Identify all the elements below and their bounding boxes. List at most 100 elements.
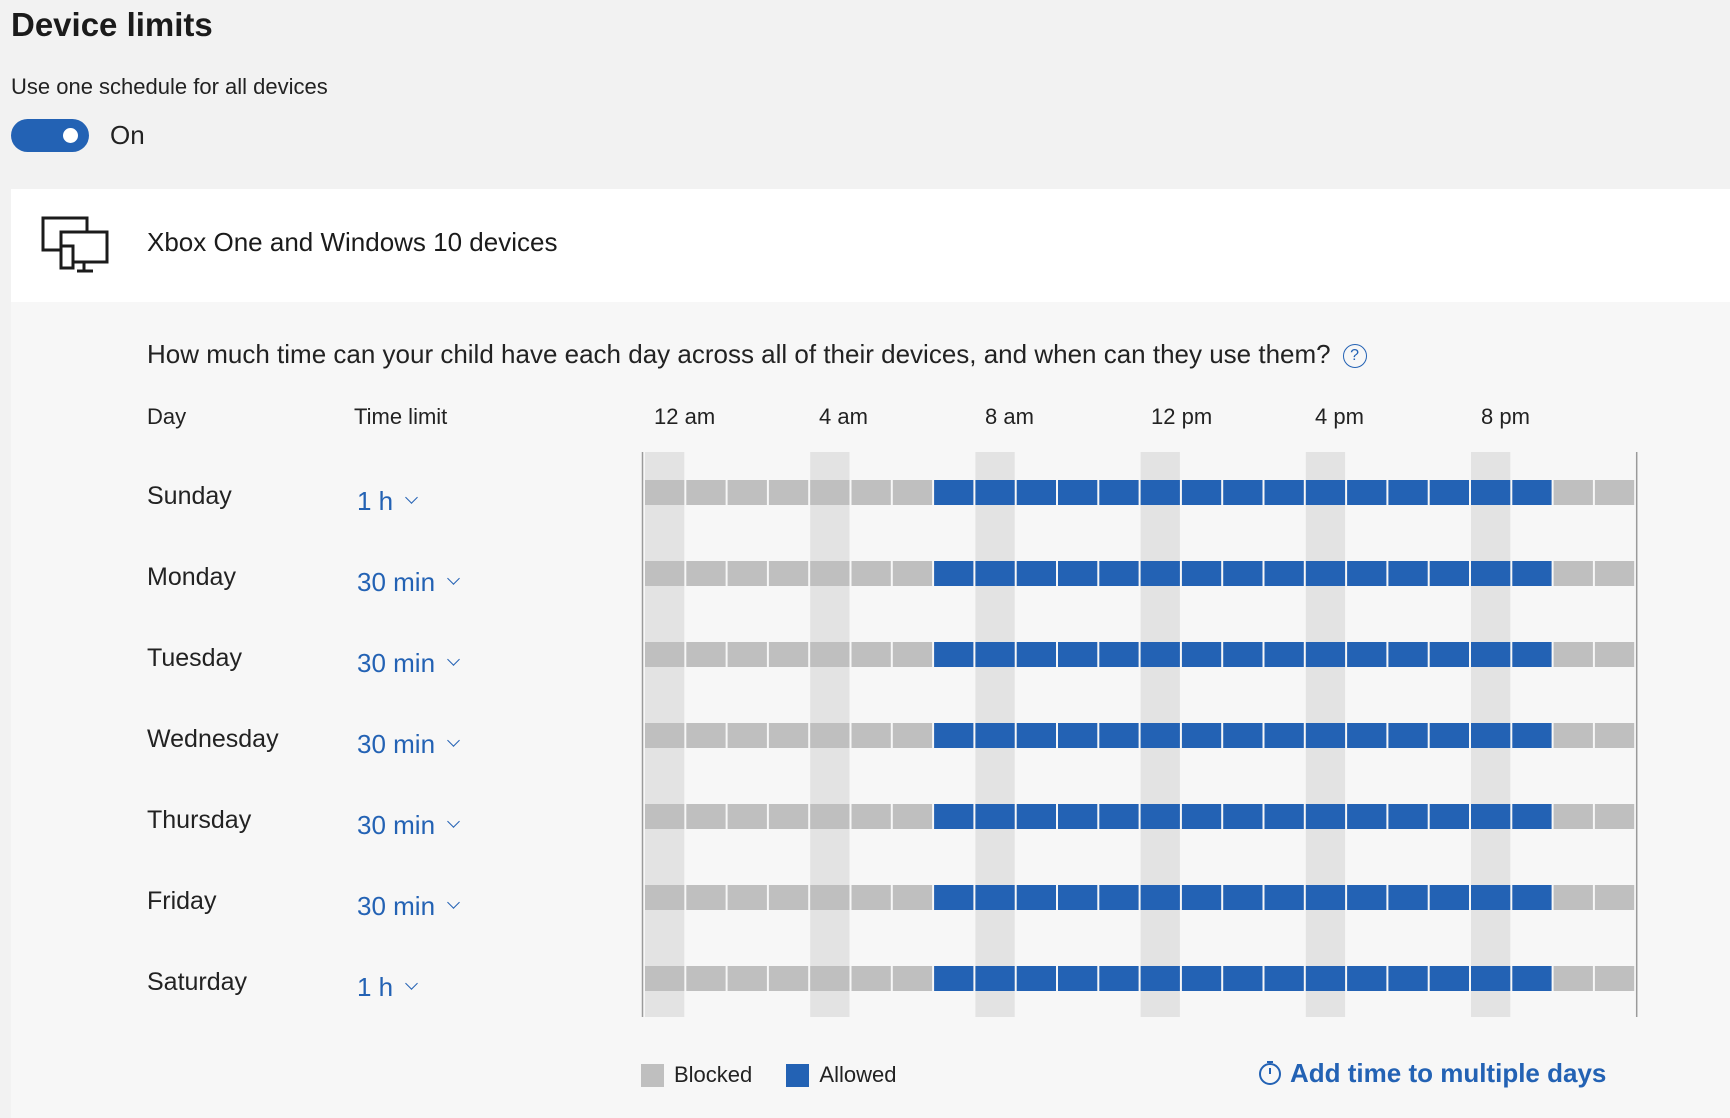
- time-block-allowed[interactable]: [975, 966, 1015, 991]
- time-block-allowed[interactable]: [975, 642, 1015, 667]
- help-circle-icon[interactable]: ?: [1342, 344, 1367, 368]
- time-block-allowed[interactable]: [1181, 642, 1222, 667]
- time-block-blocked[interactable]: [645, 480, 685, 505]
- time-block-allowed[interactable]: [1058, 642, 1098, 667]
- time-block-blocked[interactable]: [1553, 480, 1593, 505]
- time-block-blocked[interactable]: [1594, 561, 1635, 586]
- time-block-allowed[interactable]: [934, 723, 974, 748]
- time-block-allowed[interactable]: [934, 561, 974, 586]
- time-block-allowed[interactable]: [1058, 723, 1098, 748]
- time-block-allowed[interactable]: [1347, 723, 1387, 748]
- time-block-blocked[interactable]: [768, 804, 809, 829]
- time-block-allowed[interactable]: [1512, 642, 1552, 667]
- time-block-allowed[interactable]: [1471, 723, 1511, 748]
- time-block-allowed[interactable]: [1388, 885, 1428, 910]
- time-block-allowed[interactable]: [1223, 642, 1263, 667]
- time-block-allowed[interactable]: [975, 561, 1015, 586]
- time-block-allowed[interactable]: [1305, 966, 1346, 991]
- time-block-blocked[interactable]: [1553, 804, 1593, 829]
- time-block-blocked[interactable]: [768, 642, 809, 667]
- time-block-allowed[interactable]: [1016, 561, 1056, 586]
- time-block-blocked[interactable]: [727, 561, 767, 586]
- time-block-allowed[interactable]: [1429, 480, 1469, 505]
- time-block-allowed[interactable]: [1264, 723, 1304, 748]
- time-block-allowed[interactable]: [1388, 804, 1428, 829]
- time-block-allowed[interactable]: [1016, 885, 1056, 910]
- time-block-allowed[interactable]: [1223, 480, 1263, 505]
- time-block-allowed[interactable]: [1140, 804, 1180, 829]
- time-block-allowed[interactable]: [1223, 804, 1263, 829]
- time-block-blocked[interactable]: [768, 561, 809, 586]
- time-block-blocked[interactable]: [851, 480, 891, 505]
- time-block-blocked[interactable]: [851, 885, 891, 910]
- time-block-blocked[interactable]: [686, 480, 726, 505]
- time-block-blocked[interactable]: [851, 804, 891, 829]
- time-block-blocked[interactable]: [810, 642, 850, 667]
- time-block-allowed[interactable]: [1140, 642, 1180, 667]
- time-limit-dropdown[interactable]: 30 min: [357, 891, 460, 922]
- time-block-allowed[interactable]: [1181, 723, 1222, 748]
- time-block-allowed[interactable]: [1058, 885, 1098, 910]
- time-block-blocked[interactable]: [645, 966, 685, 991]
- time-block-allowed[interactable]: [1058, 966, 1098, 991]
- time-block-blocked[interactable]: [1594, 480, 1635, 505]
- time-block-allowed[interactable]: [1264, 885, 1304, 910]
- time-block-allowed[interactable]: [1471, 804, 1511, 829]
- time-block-allowed[interactable]: [1140, 561, 1180, 586]
- time-block-allowed[interactable]: [1264, 642, 1304, 667]
- time-block-blocked[interactable]: [851, 642, 891, 667]
- time-block-blocked[interactable]: [645, 561, 685, 586]
- time-block-allowed[interactable]: [1223, 885, 1263, 910]
- time-block-allowed[interactable]: [1181, 885, 1222, 910]
- time-block-allowed[interactable]: [934, 480, 974, 505]
- time-block-allowed[interactable]: [1471, 480, 1511, 505]
- time-block-blocked[interactable]: [892, 804, 933, 829]
- time-block-blocked[interactable]: [1594, 966, 1635, 991]
- time-block-allowed[interactable]: [1512, 561, 1552, 586]
- time-block-allowed[interactable]: [1512, 885, 1552, 910]
- time-block-allowed[interactable]: [1058, 804, 1098, 829]
- time-block-blocked[interactable]: [1553, 642, 1593, 667]
- add-time-button[interactable]: Add time to multiple days: [1258, 1058, 1606, 1089]
- time-block-blocked[interactable]: [686, 723, 726, 748]
- time-block-allowed[interactable]: [1305, 480, 1346, 505]
- time-block-allowed[interactable]: [1058, 561, 1098, 586]
- time-block-blocked[interactable]: [892, 723, 933, 748]
- time-block-allowed[interactable]: [1305, 642, 1346, 667]
- time-block-blocked[interactable]: [851, 966, 891, 991]
- time-block-blocked[interactable]: [727, 642, 767, 667]
- time-block-allowed[interactable]: [1181, 561, 1222, 586]
- time-block-blocked[interactable]: [892, 885, 933, 910]
- time-block-allowed[interactable]: [1512, 723, 1552, 748]
- time-block-blocked[interactable]: [810, 804, 850, 829]
- time-block-allowed[interactable]: [1388, 480, 1428, 505]
- time-limit-dropdown[interactable]: 30 min: [357, 648, 460, 679]
- time-block-blocked[interactable]: [851, 723, 891, 748]
- time-block-allowed[interactable]: [1181, 966, 1222, 991]
- time-block-blocked[interactable]: [810, 561, 850, 586]
- time-block-blocked[interactable]: [645, 885, 685, 910]
- time-block-blocked[interactable]: [645, 723, 685, 748]
- time-block-blocked[interactable]: [810, 885, 850, 910]
- time-block-allowed[interactable]: [1140, 966, 1180, 991]
- time-limit-dropdown[interactable]: 1 h: [357, 972, 419, 1003]
- time-block-blocked[interactable]: [686, 561, 726, 586]
- time-block-allowed[interactable]: [934, 804, 974, 829]
- time-block-allowed[interactable]: [934, 966, 974, 991]
- time-block-blocked[interactable]: [645, 642, 685, 667]
- time-block-allowed[interactable]: [1099, 885, 1139, 910]
- time-block-blocked[interactable]: [727, 480, 767, 505]
- time-block-blocked[interactable]: [1553, 966, 1593, 991]
- time-block-blocked[interactable]: [727, 885, 767, 910]
- time-block-allowed[interactable]: [1347, 885, 1387, 910]
- time-block-allowed[interactable]: [1429, 966, 1469, 991]
- time-block-blocked[interactable]: [768, 885, 809, 910]
- time-block-allowed[interactable]: [1264, 480, 1304, 505]
- one-schedule-toggle[interactable]: [11, 119, 89, 152]
- time-block-allowed[interactable]: [1181, 480, 1222, 505]
- time-block-allowed[interactable]: [975, 885, 1015, 910]
- time-block-allowed[interactable]: [1347, 480, 1387, 505]
- time-block-blocked[interactable]: [1553, 885, 1593, 910]
- time-limit-dropdown[interactable]: 30 min: [357, 810, 460, 841]
- time-block-blocked[interactable]: [1594, 804, 1635, 829]
